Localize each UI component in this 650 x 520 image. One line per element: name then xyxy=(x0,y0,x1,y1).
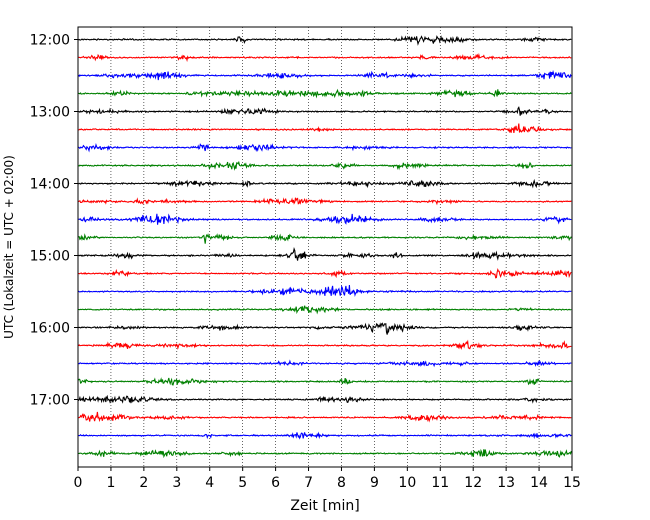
x-tick-label: 7 xyxy=(304,475,313,491)
vertical-gridlines xyxy=(110,27,540,467)
y-axis-title: UTC (Lokalzeit = UTC + 02:00) xyxy=(2,155,16,339)
y-axis-ticks: 12:00 13:00 14:00 15:00 16:00 17:00 xyxy=(30,33,78,409)
x-tick-label: 13 xyxy=(497,475,515,491)
plot-frame xyxy=(77,26,573,468)
seismogram-trace xyxy=(78,123,572,134)
seismogram-trace xyxy=(78,233,572,244)
y-tick-label: 14:00 xyxy=(30,177,70,193)
x-axis-title: Zeit [min] xyxy=(290,498,359,514)
x-tick-label: 0 xyxy=(74,475,83,491)
seismogram-trace xyxy=(78,411,572,423)
seismogram-trace xyxy=(78,268,572,279)
seismogram-trace xyxy=(78,305,572,315)
seismogram-trace xyxy=(78,142,572,153)
seismogram-trace xyxy=(78,339,572,350)
seismogram-trace xyxy=(78,35,572,46)
seismogram-trace xyxy=(78,448,572,459)
x-tick-label: 1 xyxy=(106,475,115,491)
x-tick-label: 10 xyxy=(398,475,416,491)
x-tick-label: 14 xyxy=(530,475,548,491)
x-tick-label: 12 xyxy=(464,475,482,491)
y-tick-label: 16:00 xyxy=(30,321,70,337)
x-axis-ticks: 0 1 2 3 4 5 6 7 8 9 10 11 12 13 14 15 xyxy=(74,467,581,491)
seismogram-trace xyxy=(78,178,572,189)
y-tick-label: 13:00 xyxy=(30,105,70,121)
x-tick-label: 6 xyxy=(271,475,280,491)
seismogram-trace xyxy=(78,52,572,63)
y-tick-label: 17:00 xyxy=(30,393,70,409)
seismogram-trace xyxy=(78,106,572,116)
x-tick-label: 8 xyxy=(337,475,346,491)
seismogram-trace xyxy=(78,377,572,386)
seismogram-trace xyxy=(78,322,572,335)
seismogram-trace xyxy=(78,284,572,297)
seismogram-trace xyxy=(78,394,572,404)
x-tick-label: 5 xyxy=(238,475,247,491)
seismogram-trace xyxy=(78,160,572,171)
x-tick-label: 3 xyxy=(172,475,181,491)
seismogram-trace xyxy=(78,431,572,440)
x-tick-label: 9 xyxy=(370,475,379,491)
x-tick-label: 11 xyxy=(431,475,449,491)
x-tick-label: 2 xyxy=(139,475,148,491)
y-tick-label: 12:00 xyxy=(30,33,70,49)
seismogram-trace xyxy=(78,213,572,225)
seismogram-trace xyxy=(78,359,572,368)
x-tick-label: 15 xyxy=(563,475,581,491)
seismogram-trace xyxy=(78,246,572,261)
seismogram-trace xyxy=(78,197,572,206)
y-tick-label: 15:00 xyxy=(30,249,70,265)
seismogram-trace xyxy=(78,88,572,99)
seismogram-trace xyxy=(78,69,572,81)
x-tick-label: 4 xyxy=(205,475,214,491)
seismogram-traces xyxy=(78,35,572,459)
